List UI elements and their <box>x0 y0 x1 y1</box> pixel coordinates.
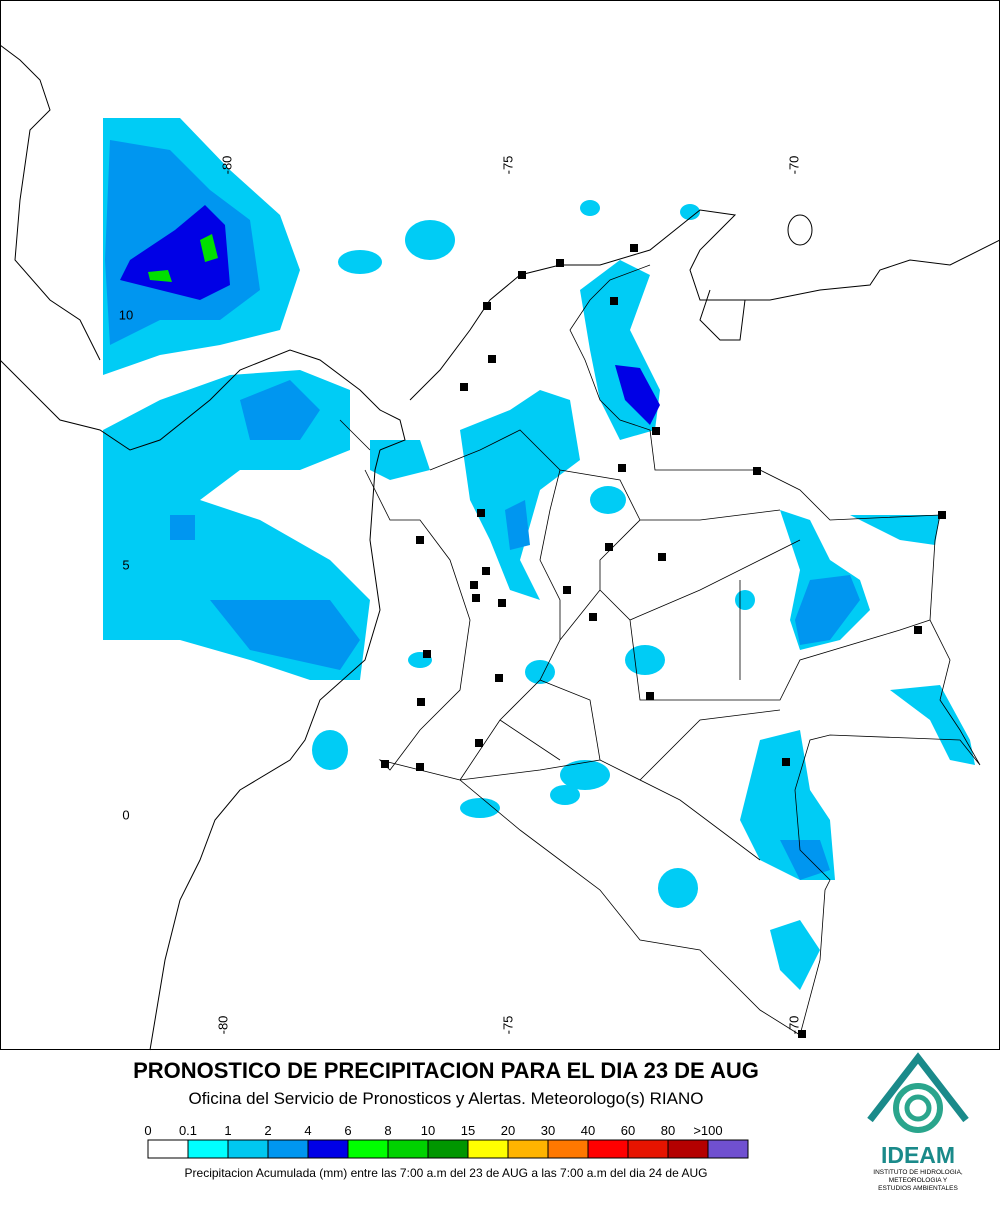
legend-swatch <box>227 1139 269 1159</box>
precipitation <box>103 118 975 990</box>
legend-label: 0 <box>144 1123 151 1138</box>
legend-swatch <box>187 1139 229 1159</box>
coastlines <box>0 44 1000 1051</box>
legend-label: 30 <box>541 1123 555 1138</box>
legend-swatch <box>507 1139 549 1159</box>
lon-label: -80 <box>215 1016 230 1035</box>
legend-label: 20 <box>501 1123 515 1138</box>
logo-line: INSTITUTO DE HIDROLOGIA, <box>873 1169 963 1176</box>
legend-label: 6 <box>344 1123 351 1138</box>
map: -80 -75 -70 -80 -75 -70 10 5 0 <box>0 0 1000 1051</box>
legend-label: 40 <box>581 1123 595 1138</box>
lon-label: -70 <box>786 1016 801 1035</box>
legend-label: 0.1 <box>179 1123 197 1138</box>
legend-swatch <box>707 1139 749 1159</box>
legend-label: 1 <box>224 1123 231 1138</box>
subtitle: Oficina del Servicio de Pronosticos y Al… <box>189 1089 704 1108</box>
footnote: Precipitacion Acumulada (mm) entre las 7… <box>185 1166 708 1180</box>
logo-spiral <box>893 1083 943 1133</box>
logo: IDEAM INSTITUTO DE HIDROLOGIA, METEOROLO… <box>867 1052 969 1192</box>
legend-swatch <box>427 1139 469 1159</box>
legend-swatch <box>267 1139 309 1159</box>
legend-swatch <box>667 1139 709 1159</box>
legend-swatch <box>387 1139 429 1159</box>
logo-line: ESTUDIOS AMBIENTALES <box>878 1185 958 1192</box>
legend-label: 80 <box>661 1123 675 1138</box>
lon-label: -80 <box>219 156 234 175</box>
legend: 0 0.1 1 2 4 6 8 10 15 20 30 40 60 80 >100 <box>144 1123 749 1159</box>
lat-label: 10 <box>119 307 133 322</box>
legend-swatch <box>147 1139 189 1159</box>
logo-spiral <box>904 1094 932 1122</box>
stations <box>381 244 946 1038</box>
legend-swatch <box>547 1139 589 1159</box>
legend-swatch <box>467 1139 509 1159</box>
logo-name: IDEAM <box>881 1142 955 1168</box>
lon-label: -75 <box>500 156 515 175</box>
logo-line: METEOROLOGIA Y <box>889 1177 948 1184</box>
lat-label: 5 <box>122 557 129 572</box>
legend-swatch <box>307 1139 349 1159</box>
legend-label: 10 <box>421 1123 435 1138</box>
legend-swatch <box>627 1139 669 1159</box>
lat-label: 0 <box>122 807 129 822</box>
borders <box>339 264 981 1036</box>
legend-label: 2 <box>264 1123 271 1138</box>
title: PRONOSTICO DE PRECIPITACION PARA EL DIA … <box>133 1058 759 1083</box>
legend-swatch <box>587 1139 629 1159</box>
legend-label: 60 <box>621 1123 635 1138</box>
legend-label: 8 <box>384 1123 391 1138</box>
logo-roof <box>867 1052 969 1123</box>
graticule-labels: -80 -75 -70 -80 -75 -70 10 5 0 <box>119 156 802 1035</box>
legend-swatch <box>347 1139 389 1159</box>
lon-label: -75 <box>500 1016 515 1035</box>
legend-label: 15 <box>461 1123 475 1138</box>
legend-label: >100 <box>693 1123 722 1138</box>
lon-label: -70 <box>786 156 801 175</box>
legend-label: 4 <box>304 1123 311 1138</box>
